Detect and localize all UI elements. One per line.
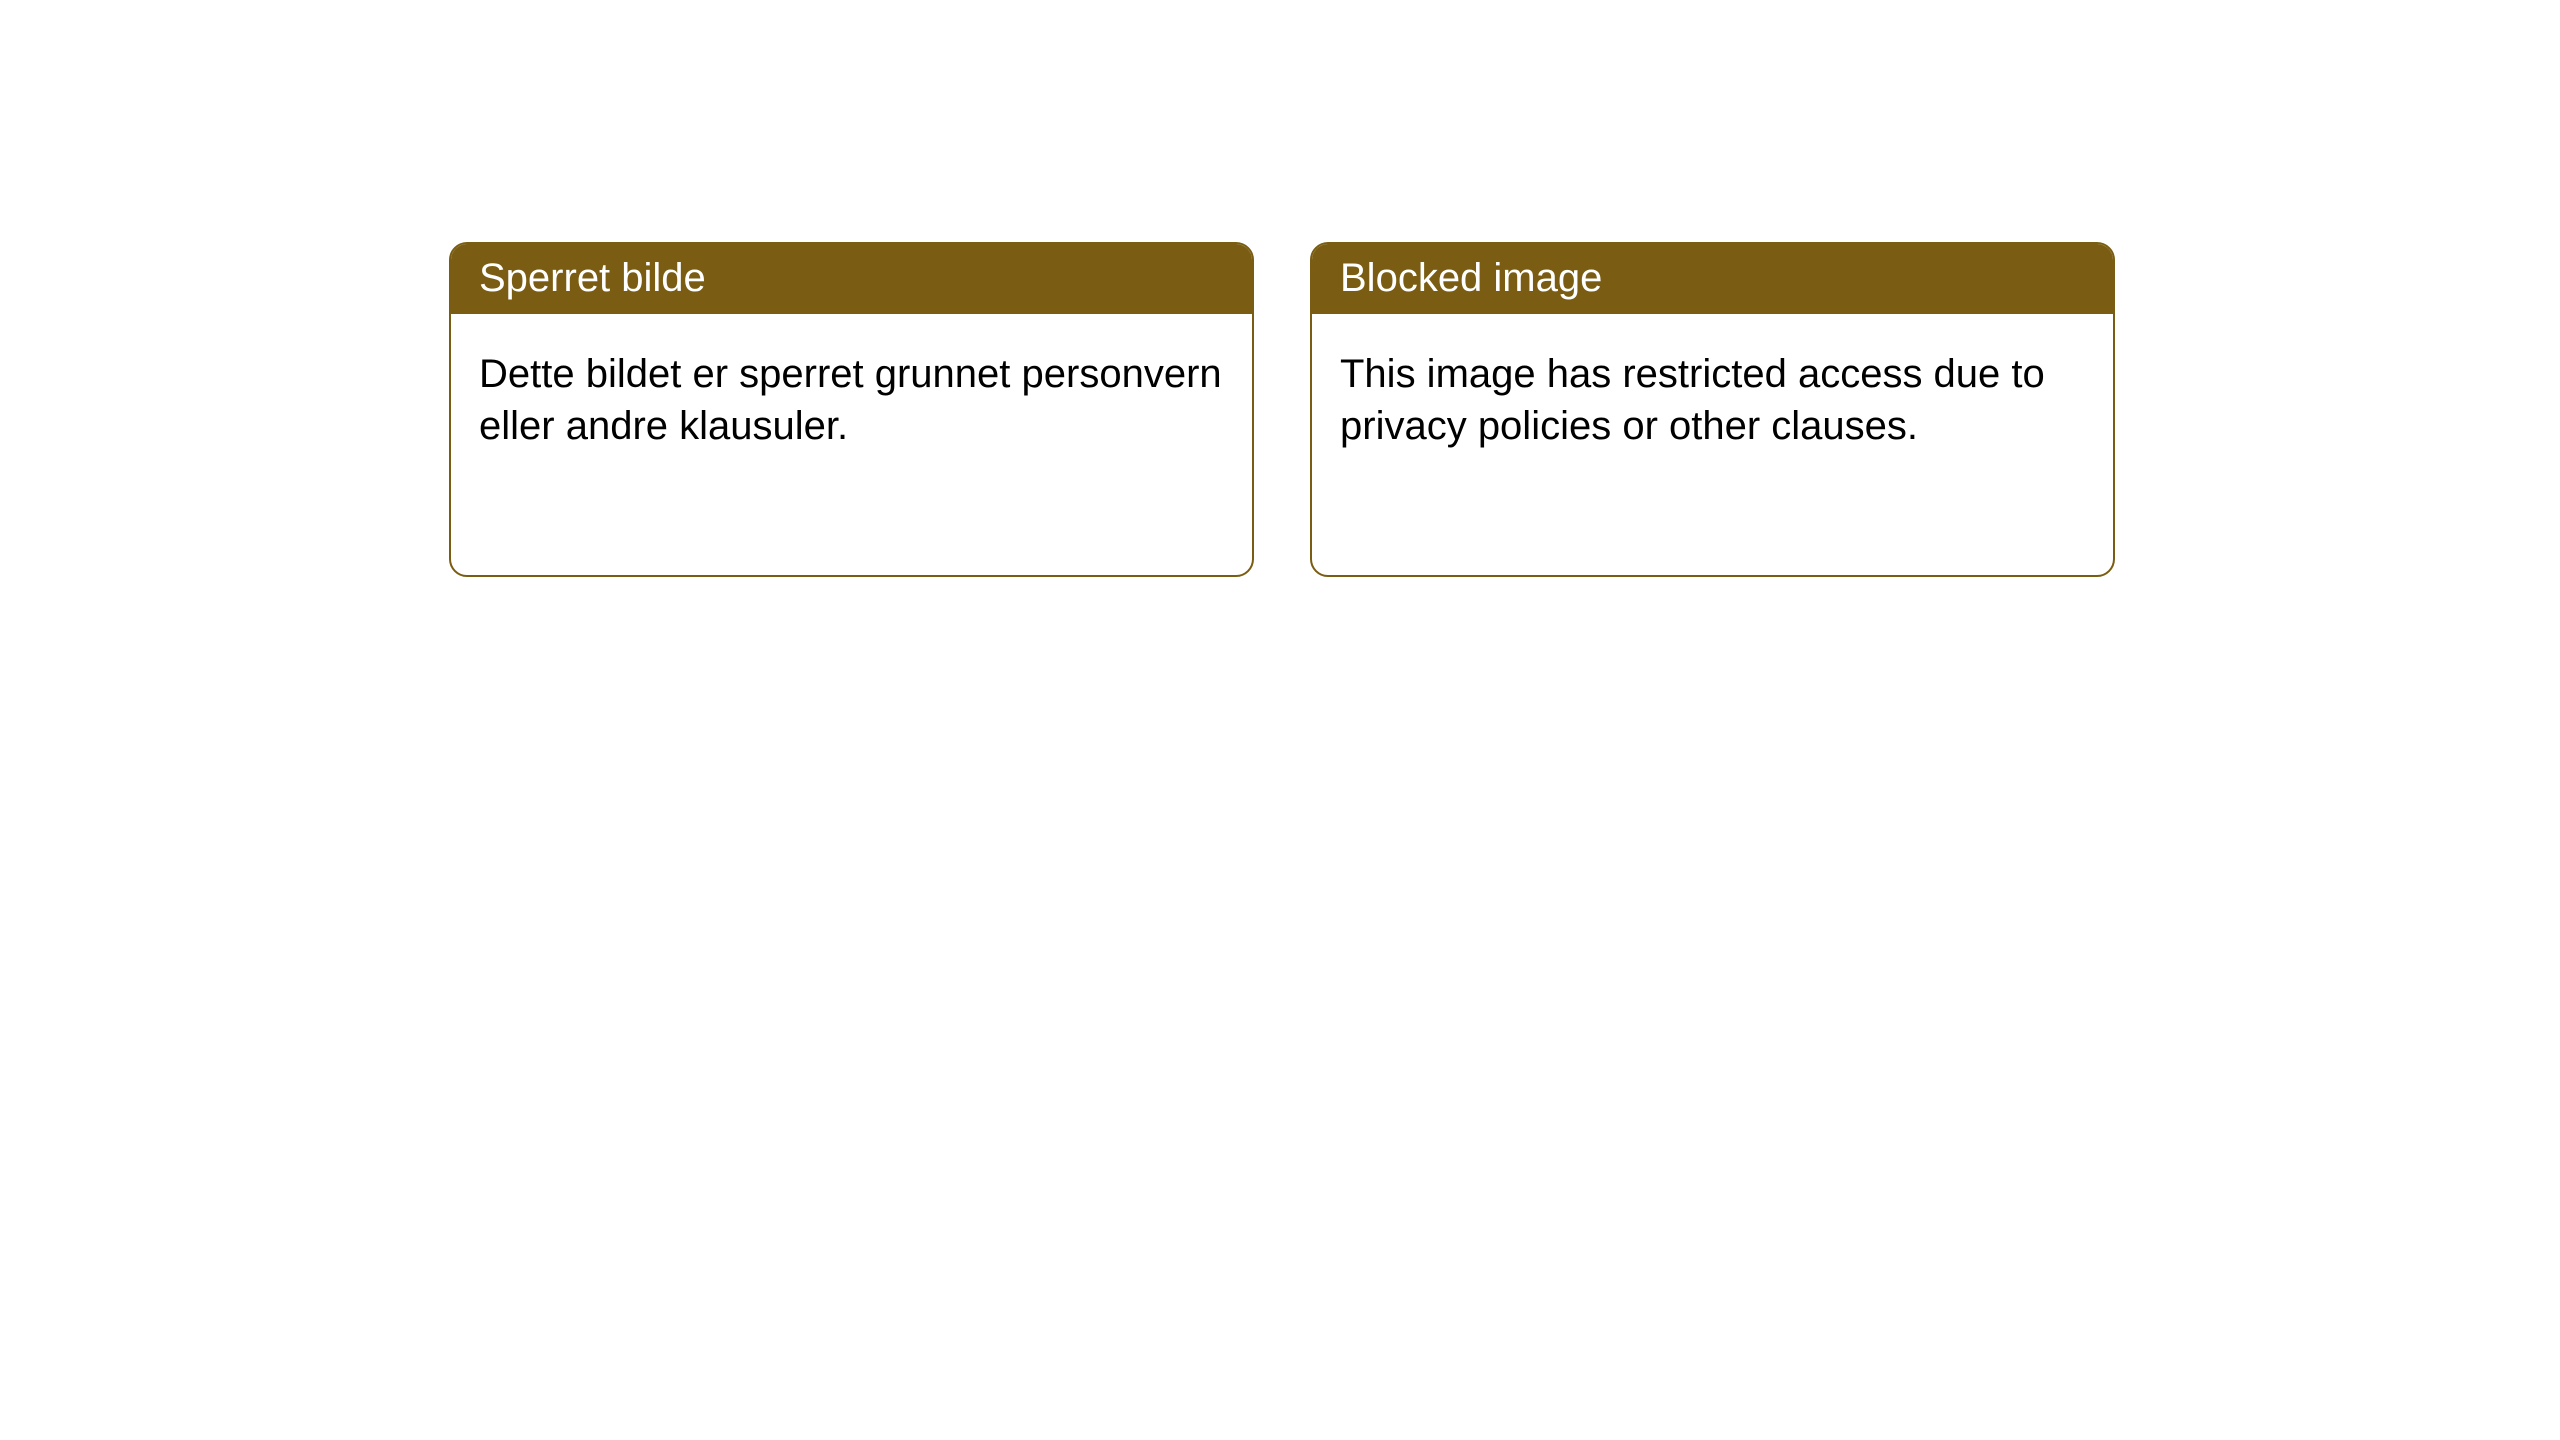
notice-body-norwegian: Dette bildet er sperret grunnet personve…	[451, 314, 1252, 486]
notice-title-norwegian: Sperret bilde	[451, 244, 1252, 314]
notice-title-english: Blocked image	[1312, 244, 2113, 314]
notice-card-english: Blocked image This image has restricted …	[1310, 242, 2115, 577]
blocked-image-notices: Sperret bilde Dette bildet er sperret gr…	[0, 0, 2560, 577]
notice-card-norwegian: Sperret bilde Dette bildet er sperret gr…	[449, 242, 1254, 577]
notice-body-english: This image has restricted access due to …	[1312, 314, 2113, 486]
